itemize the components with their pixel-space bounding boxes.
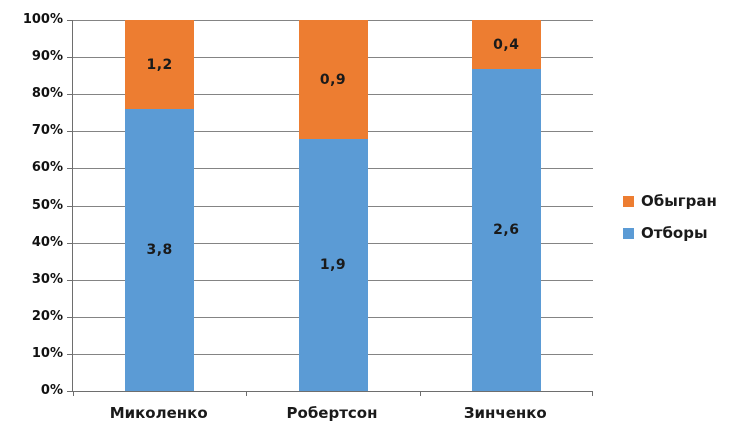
bar-segment: 0,9 <box>298 20 368 140</box>
bar-value-label: 0,4 <box>493 36 520 53</box>
y-axis-tick-label: 60% <box>31 160 63 176</box>
y-axis-tick-label: 50% <box>31 197 63 213</box>
y-axis-tick <box>67 20 72 21</box>
y-axis-tick <box>67 57 72 59</box>
y-axis-tick-label: 0% <box>40 383 63 398</box>
y-axis-tick <box>67 316 72 318</box>
legend: Обыгран Отборы <box>623 192 717 256</box>
y-axis-tick-label: 10% <box>31 345 63 361</box>
x-axis-category-label: Миколенко <box>109 404 208 422</box>
bar-value-label: 2,6 <box>493 222 520 239</box>
y-axis-tick-label: 30% <box>31 271 63 287</box>
y-axis-tick <box>67 279 72 281</box>
x-axis-category-label: Зинченко <box>463 404 547 422</box>
x-axis-tick <box>592 391 593 396</box>
y-axis-tick <box>67 205 72 207</box>
y-axis-tick-label: 20% <box>31 308 63 324</box>
y-axis-tick-label: 90% <box>31 49 63 65</box>
y-axis: 0% 10% 20% 30% 40% 50% 60% 70% 80% 90% 100% <box>0 12 63 398</box>
bar-value-label: 1,2 <box>146 56 173 73</box>
legend-entry: Обыгран <box>623 192 717 210</box>
y-axis-tick <box>67 94 72 96</box>
x-axis: Миколенко Робертсон Зинченко <box>72 404 592 422</box>
plot-area: 3,8 1,2 1,9 0,9 2,6 0,4 <box>67 20 593 396</box>
y-axis-tick-label: 100% <box>22 12 63 27</box>
legend-entry: Отборы <box>623 224 717 242</box>
legend-label: Отборы <box>641 224 708 242</box>
y-axis-tick <box>67 353 72 355</box>
y-axis-tick-label: 80% <box>31 86 63 102</box>
legend-color-swatch <box>623 227 634 239</box>
y-axis-tick <box>67 168 72 170</box>
bar-segment: 3,8 <box>125 109 195 391</box>
y-axis-tick-label: 70% <box>31 123 63 139</box>
x-axis-category-label: Робертсон <box>286 404 378 422</box>
legend-color-swatch <box>623 195 634 207</box>
bar-segment: 0,4 <box>471 20 541 70</box>
y-axis-tick <box>67 131 72 133</box>
y-axis-tick <box>67 242 72 244</box>
bar-value-label: 3,8 <box>146 242 173 258</box>
x-axis-tick <box>419 391 421 396</box>
bar-segment: 2,6 <box>471 69 541 391</box>
y-axis-tick-label: 40% <box>31 234 63 250</box>
bar-segment: 1,2 <box>125 20 195 110</box>
legend-label: Обыгран <box>641 192 717 210</box>
bar-segment: 1,9 <box>298 139 368 391</box>
x-axis-tick <box>73 391 74 396</box>
bar-value-label: 0,9 <box>319 71 347 88</box>
bar-value-label: 1,9 <box>319 257 347 274</box>
y-axis-tick <box>67 391 72 392</box>
x-axis-tick <box>246 391 248 396</box>
